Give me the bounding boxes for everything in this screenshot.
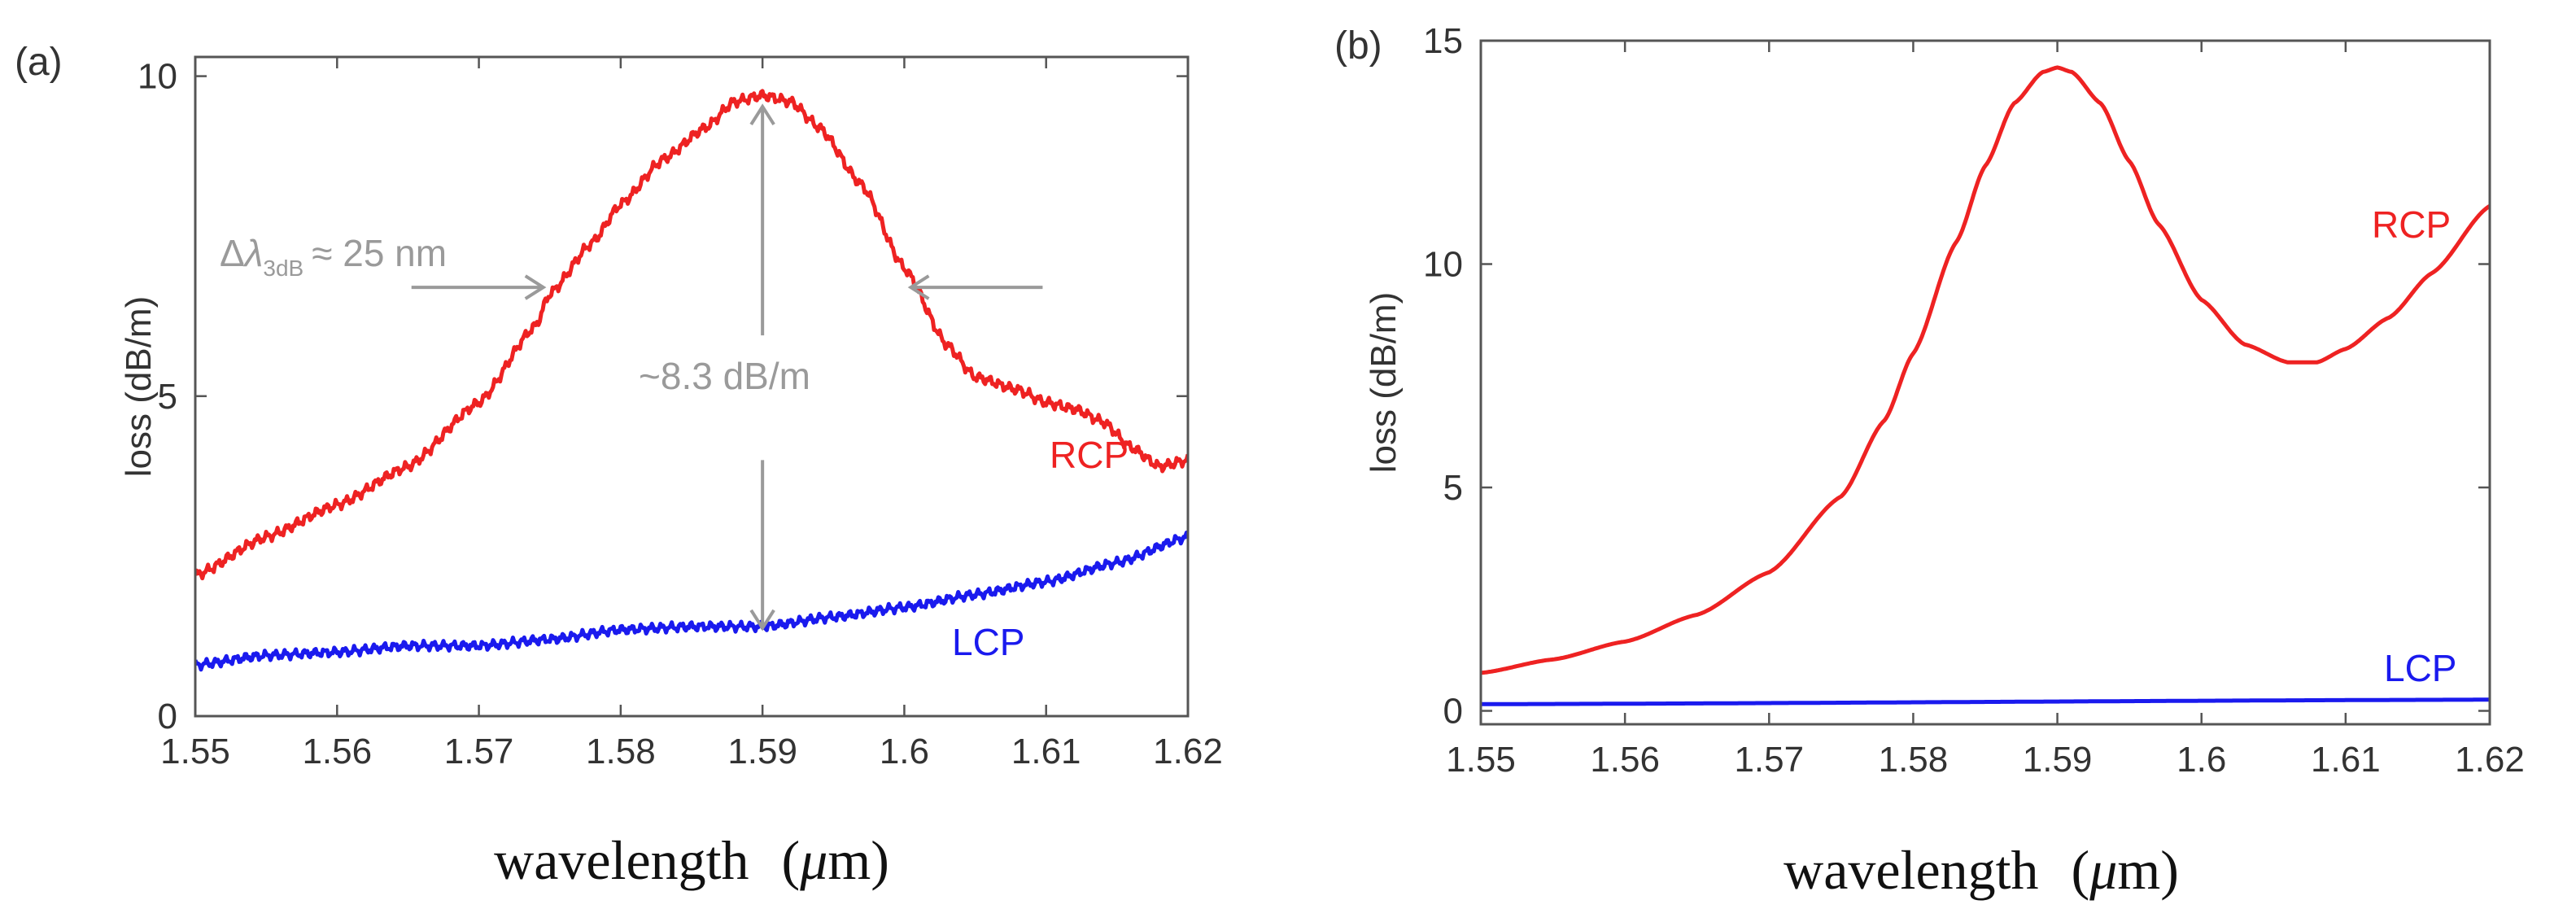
x-tick-label: 1.58: [586, 732, 656, 771]
panel-b-xlabel: wavelength (μm): [1784, 839, 2179, 901]
panel-a-xlabel-paren: (: [782, 829, 801, 891]
bandwidth-left-arrowhead: [524, 274, 547, 300]
panel-a-xlabel-mu: μ: [799, 829, 827, 891]
series-rcp-line: [195, 89, 1188, 581]
x-tick-label: 1.59: [2023, 740, 2093, 780]
y-tick-label: 0: [1443, 692, 1463, 732]
y-tick-label: 0: [158, 697, 177, 736]
bandwidth-subscript: 3dB: [263, 256, 303, 281]
panel-a-lcp-label: LCP: [952, 621, 1024, 663]
panel-a-arrows: [411, 103, 1043, 631]
y-tick-label: 10: [1423, 245, 1463, 285]
series-lcp-line: [195, 531, 1188, 672]
panel-b-rcp-label: RCP: [2372, 203, 2451, 246]
y-tick-label: 15: [1423, 21, 1463, 61]
y-tick-label: 5: [1443, 468, 1463, 508]
y-tick-label: 10: [138, 57, 177, 97]
panel-b-xlabel-paren: (: [2072, 839, 2090, 901]
panel-b-label: (b): [1334, 24, 1382, 68]
x-tick-label: 1.55: [1446, 740, 1516, 780]
bandwidth-delta: Δ: [220, 232, 245, 274]
x-tick-label: 1.61: [2311, 740, 2381, 780]
x-tick-label: 1.56: [302, 732, 372, 771]
x-tick-label: 1.59: [727, 732, 797, 771]
series-rcp-line: [1481, 65, 2490, 675]
bandwidth-lambda: λ: [242, 232, 264, 274]
depth-annotation: ~8.3 dB/m: [639, 355, 810, 397]
panel-a: (a) 1.55 1.56 1.57 1.58 1.59 1.6 1.61 1.620510 …: [15, 41, 1223, 891]
bandwidth-right-arrowhead: [907, 274, 930, 300]
panel-b: (b) 1.55 1.56 1.57 1.58 1.59 1.6 1.61 1.6205101…: [1334, 21, 2525, 901]
x-tick-label: 1.55: [160, 732, 230, 771]
series-lcp-line: [1481, 697, 2490, 706]
x-tick-label: 1.61: [1011, 732, 1081, 771]
depth-arrowhead-top: [749, 103, 775, 126]
panel-a-xlabel-unit: m): [827, 829, 889, 891]
panel-a-series: [195, 89, 1188, 672]
x-tick-label: 1.6: [2177, 740, 2226, 780]
panel-a-tick-labels: 1.55 1.56 1.57 1.58 1.59 1.6 1.61 1.62 0 5 10: [138, 57, 1223, 771]
x-tick-label: 1.62: [1153, 732, 1223, 771]
x-tick-label: 1.58: [1879, 740, 1949, 780]
panel-b-xlabel-mu: μ: [2089, 839, 2117, 901]
x-tick-label: 1.6: [880, 732, 929, 771]
panel-b-series: [1481, 65, 2490, 706]
panel-a-axes: [194, 55, 1190, 718]
x-tick-label: 1.57: [444, 732, 514, 771]
panel-a-ylabel: loss (dB/m): [119, 296, 159, 477]
panel-b-xlabel-text: wavelength: [1784, 839, 2038, 901]
panel-a-xlabel: wavelength (μm): [494, 829, 889, 891]
panel-b-xlabel-unit: m): [2117, 839, 2179, 901]
bandwidth-value: ≈ 25 nm: [312, 232, 447, 274]
panel-a-rcp-label: RCP: [1050, 434, 1129, 476]
panel-b-ylabel: loss (dB/m): [1364, 292, 1404, 473]
x-tick-label: 1.62: [2455, 740, 2525, 780]
panel-b-lcp-label: LCP: [2384, 647, 2456, 689]
panel-a-xlabel-text: wavelength: [494, 829, 749, 891]
panel-b-tick-labels: 1.55 1.56 1.57 1.58 1.59 1.6 1.61 1.62 0 5 10 15: [1423, 21, 2525, 780]
y-tick-label: 5: [158, 377, 177, 417]
bandwidth-annotation: Δλ3dB ≈ 25 nm: [220, 232, 447, 281]
x-tick-label: 1.56: [1590, 740, 1660, 780]
panel-b-axes: [1479, 39, 2491, 726]
panel-a-label: (a): [15, 41, 63, 84]
depth-arrowhead-bottom: [749, 609, 775, 631]
panel-a-annotations: Δλ3dB ≈ 25 nm ~8.3 dB/m: [220, 103, 1043, 631]
panel-b-ticks: [1479, 39, 2491, 724]
x-tick-label: 1.57: [1734, 740, 1804, 780]
